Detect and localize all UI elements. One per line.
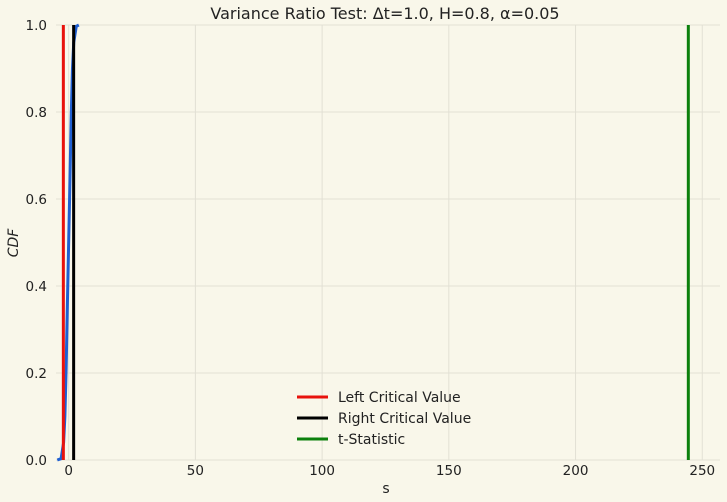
y-ticks: 0.0 0.2 0.4 0.6 0.8 1.0 (26, 18, 47, 469)
grid (56, 24, 720, 461)
legend-label-2: t-Statistic (338, 432, 405, 448)
legend-label-0: Left Critical Value (338, 390, 461, 406)
legend-label-1: Right Critical Value (338, 411, 471, 427)
cdf-series-line-0 (56, 23, 80, 462)
y-tick-label-5: 1.0 (26, 18, 47, 34)
y-tick-label-0: 0.0 (26, 453, 47, 469)
x-tick-label-4: 200 (563, 463, 589, 479)
y-tick-label-2: 0.4 (26, 279, 47, 295)
legend: Left Critical Value Right Critical Value t… (297, 390, 471, 448)
x-axis-label: s (382, 481, 389, 497)
series-group (56, 23, 80, 462)
y-tick-label-1: 0.2 (26, 366, 47, 382)
y-tick-label-3: 0.6 (26, 192, 47, 208)
x-tick-label-3: 150 (436, 463, 462, 479)
x-tick-label-0: 0 (64, 463, 73, 479)
x-tick-label-1: 50 (187, 463, 204, 479)
y-tick-label-4: 0.8 (26, 105, 47, 121)
x-tick-label-2: 100 (309, 463, 335, 479)
chart-title: Variance Ratio Test: Δt=1.0, H=0.8, α=0.… (210, 4, 559, 23)
x-ticks: 0 50 100 150 200 250 (64, 463, 715, 479)
y-axis-label: CDF (6, 228, 22, 258)
x-tick-label-5: 250 (689, 463, 715, 479)
vertical-lines-group (61, 25, 690, 460)
